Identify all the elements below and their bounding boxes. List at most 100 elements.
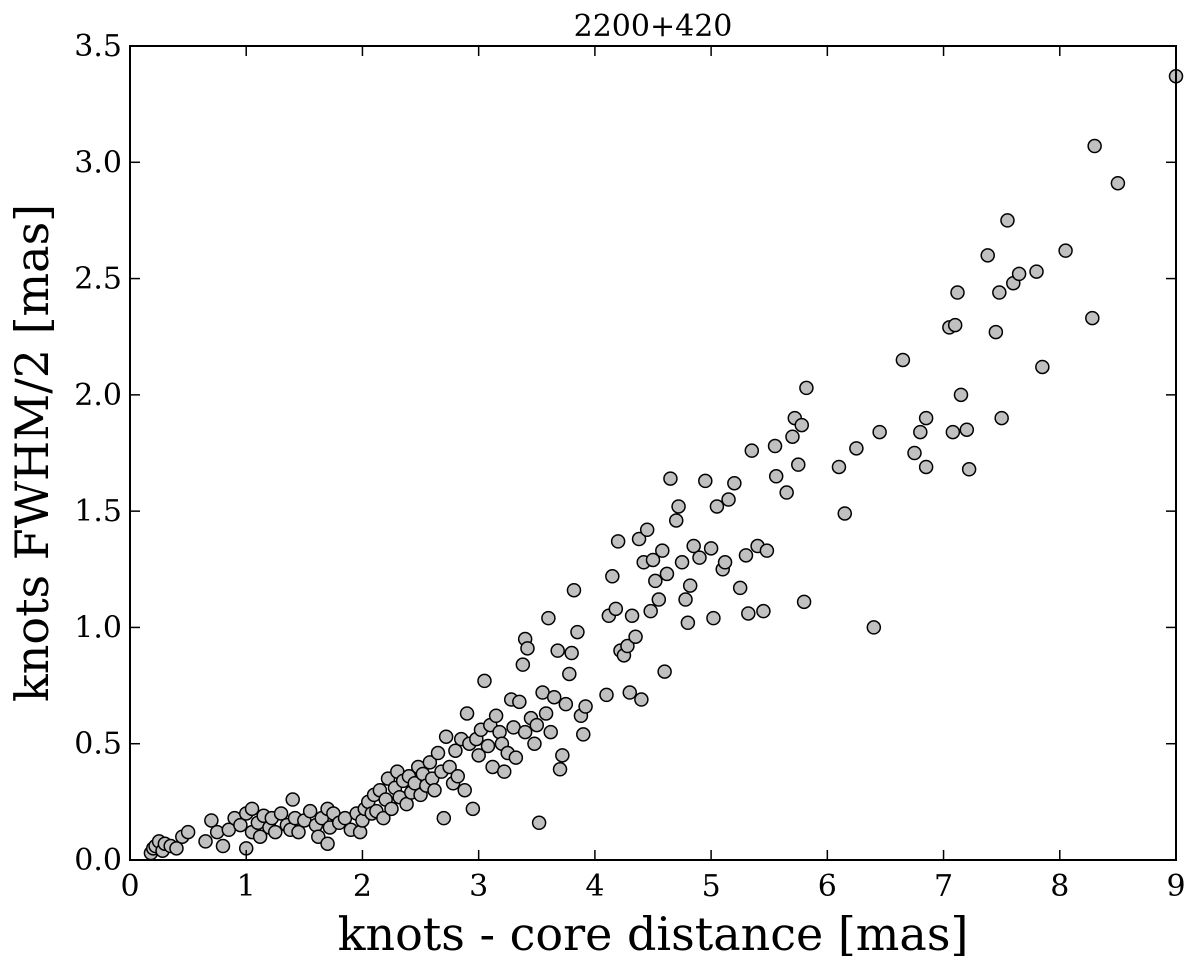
data-point	[566, 582, 582, 598]
data-point	[738, 548, 754, 563]
data-point	[1085, 310, 1100, 326]
x-tick-label: 6	[818, 869, 837, 904]
plot-area-frame	[129, 45, 1177, 861]
y-tick-label: 2.0	[74, 378, 122, 413]
data-point	[992, 285, 1007, 300]
data-point	[759, 543, 775, 558]
data-point	[1029, 264, 1044, 279]
y-tick-label: 1.0	[74, 610, 122, 645]
data-point	[570, 624, 585, 640]
data-point	[550, 643, 565, 658]
data-point	[233, 817, 248, 833]
data-point	[659, 566, 675, 582]
data-point	[692, 550, 707, 565]
data-point	[768, 469, 784, 484]
data-point	[430, 745, 446, 761]
data-point	[252, 829, 268, 844]
data-point	[531, 815, 547, 831]
data-point	[959, 422, 975, 437]
data-point	[209, 824, 225, 840]
data-point	[744, 443, 760, 458]
data-point	[686, 538, 701, 554]
axis-ticks: 0 1 2 3 4 5 6 7 8 9 0.0 0.5 1.0 1.5 2.0 2.5 3.0 3.5	[74, 29, 1185, 904]
data-point	[442, 759, 457, 775]
data-point	[180, 824, 196, 840]
data-point	[552, 762, 568, 777]
data-point	[496, 764, 512, 779]
data-point	[709, 499, 725, 514]
data-point	[698, 473, 713, 489]
data-point	[1035, 359, 1050, 375]
data-point	[204, 813, 219, 828]
data-point	[564, 645, 579, 661]
data-point	[668, 513, 684, 528]
data-point	[515, 657, 531, 672]
data-point	[643, 603, 658, 619]
y-axis-label: knots FWHM/2 [mas]	[5, 204, 59, 702]
data-point	[198, 834, 213, 849]
data-point	[215, 838, 231, 854]
data-point	[244, 801, 260, 817]
data-point	[302, 803, 318, 819]
x-tick-label: 0	[120, 869, 139, 904]
data-point	[837, 506, 853, 521]
data-point	[872, 424, 887, 440]
data-point	[655, 543, 670, 558]
data-point	[674, 555, 690, 570]
data-point	[907, 445, 922, 461]
data-point	[512, 694, 527, 710]
data-point	[741, 606, 756, 621]
data-point	[562, 666, 577, 682]
data-point	[610, 534, 626, 549]
data-point	[961, 462, 977, 477]
y-tick-label: 3.0	[74, 145, 122, 180]
data-point	[320, 836, 335, 851]
data-point	[527, 736, 542, 751]
data-point	[268, 824, 283, 840]
data-point	[796, 594, 812, 610]
data-point	[794, 417, 810, 433]
x-tick-label: 5	[702, 869, 721, 904]
x-tick-label: 3	[469, 869, 488, 904]
data-point	[508, 750, 524, 765]
data-point	[555, 748, 570, 763]
data-point	[756, 603, 771, 619]
data-point	[291, 824, 306, 840]
data-point	[950, 285, 965, 300]
data-point	[663, 471, 678, 486]
data-point	[945, 424, 961, 440]
data-point	[285, 792, 300, 807]
data-point	[576, 727, 591, 742]
x-tick-label: 9	[1166, 869, 1185, 904]
x-axis-label: knots - core distance [mas]	[338, 907, 969, 961]
data-point	[628, 629, 643, 644]
data-point	[436, 810, 452, 826]
data-point	[457, 782, 472, 798]
data-point	[1058, 243, 1073, 258]
data-point	[678, 592, 693, 607]
data-point	[918, 410, 934, 426]
data-point	[422, 755, 438, 770]
data-point	[459, 706, 475, 721]
y-tick-label: 0.5	[74, 727, 122, 762]
x-tick-label: 1	[237, 869, 256, 904]
data-point	[980, 248, 995, 263]
data-point	[1087, 138, 1102, 154]
data-point	[622, 685, 638, 700]
data-point	[799, 380, 814, 396]
data-point	[1000, 213, 1015, 228]
data-point	[779, 485, 794, 500]
data-points	[143, 68, 1184, 861]
data-point	[578, 699, 593, 714]
data-point	[376, 810, 391, 826]
data-point	[849, 441, 864, 456]
data-point	[541, 610, 556, 626]
data-point	[717, 555, 733, 570]
data-point	[680, 615, 696, 631]
data-point	[947, 317, 963, 333]
y-tick-label: 3.5	[74, 29, 122, 64]
data-point	[492, 724, 507, 740]
data-point	[538, 706, 554, 721]
data-point	[520, 641, 535, 656]
